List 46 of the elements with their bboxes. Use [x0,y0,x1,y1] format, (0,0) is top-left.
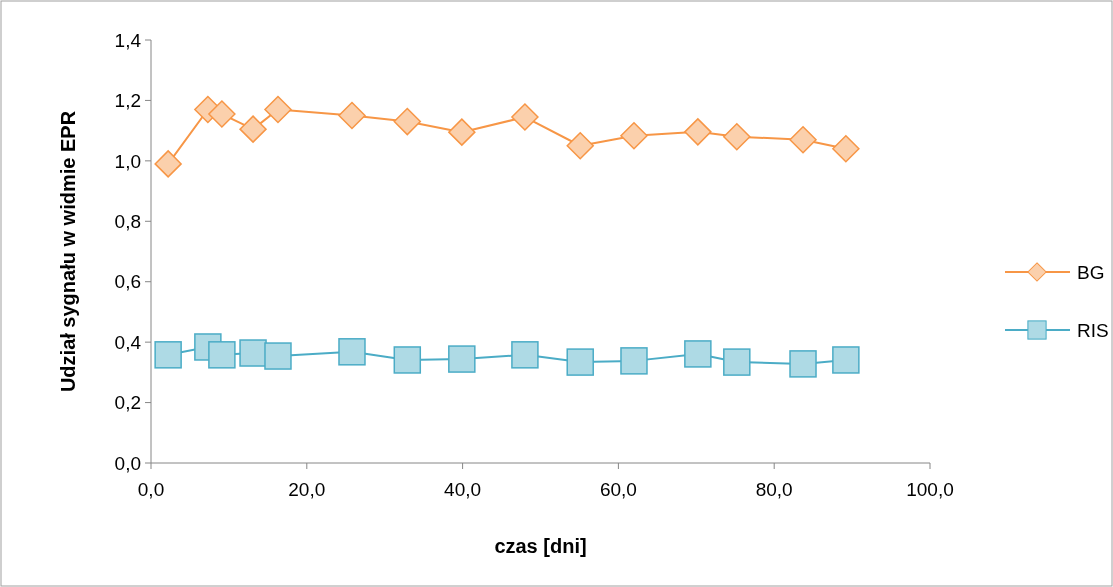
x-tick-label: 60,0 [599,479,637,500]
point [264,95,292,124]
point [239,339,267,367]
y-tick-label: 0,6 [114,271,141,293]
point [393,107,422,136]
x-axis-title: czas [dni] [494,535,587,557]
y-tick-label: 0,4 [114,331,142,353]
y-tick-label: 0,2 [114,392,141,414]
point [684,118,712,146]
point [511,103,539,131]
legend-label: RIS [1077,319,1109,341]
x-tick-label: 20,0 [288,479,326,500]
point [566,132,594,160]
point [511,341,539,369]
point [208,341,236,369]
x-tick-label: 40,0 [444,479,482,500]
point [789,125,817,154]
point [208,100,236,128]
point [832,346,860,374]
point [723,122,751,151]
x-tick-label: 100,0 [906,479,954,500]
point [832,135,860,163]
y-tick-label: 1,2 [114,90,141,112]
y-tick-label: 1,4 [114,29,142,51]
point [338,101,366,130]
point [566,348,594,376]
point [154,150,182,178]
point [264,342,292,370]
y-tick-label: 1,0 [114,150,141,172]
y-tick-label: 0,8 [114,210,141,232]
x-tick-label: 80,0 [755,479,793,500]
point [448,345,476,373]
x-tick-label: 0,0 [137,479,165,500]
point [620,347,648,375]
point [789,350,817,378]
point [154,341,182,369]
point [684,340,712,368]
point [620,122,648,150]
legend-label: BG [1077,261,1105,283]
point [723,348,751,376]
point [393,346,422,374]
point [448,118,476,146]
y-tick-label: 0,0 [114,452,141,474]
point [239,115,267,143]
point [338,338,366,366]
y-axis-title: Udział sygnału w widmie EPR [57,110,79,393]
